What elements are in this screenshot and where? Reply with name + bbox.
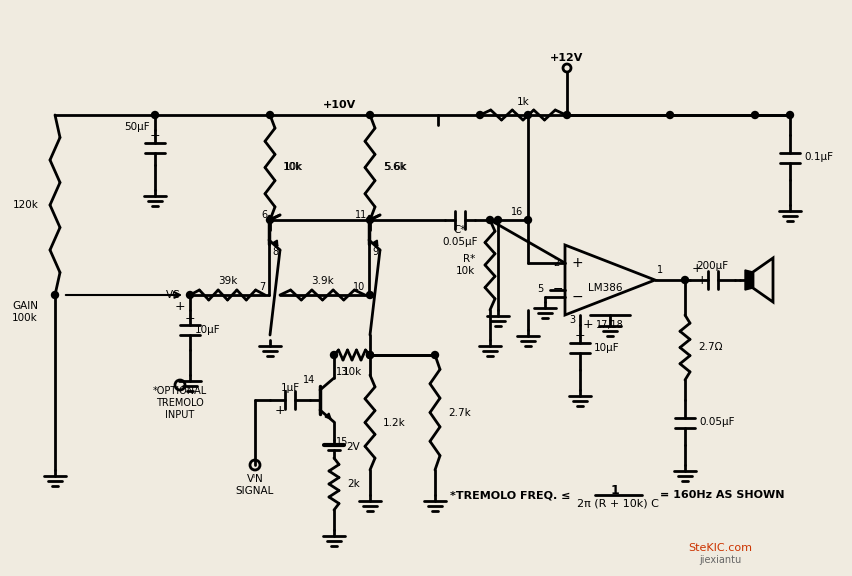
Circle shape — [366, 351, 373, 358]
Text: 5: 5 — [537, 284, 543, 294]
Circle shape — [786, 112, 793, 119]
Text: jiexiantu: jiexiantu — [699, 555, 741, 565]
Text: 16: 16 — [510, 207, 523, 217]
Circle shape — [431, 351, 439, 358]
Circle shape — [525, 112, 532, 119]
Text: −: − — [571, 290, 583, 304]
Text: 13: 13 — [336, 367, 348, 377]
Circle shape — [476, 112, 483, 119]
Text: VᴵN
SIGNAL: VᴵN SIGNAL — [236, 474, 274, 496]
Text: 0.05μF: 0.05μF — [699, 417, 734, 427]
Circle shape — [494, 217, 502, 223]
Text: 14: 14 — [302, 375, 315, 385]
Text: 1k: 1k — [516, 97, 529, 107]
Text: +: + — [696, 274, 707, 286]
Text: 10μF: 10μF — [195, 325, 221, 335]
Text: 9: 9 — [372, 247, 378, 257]
Text: 2k: 2k — [347, 479, 360, 489]
Circle shape — [187, 291, 193, 298]
Circle shape — [751, 112, 758, 119]
Text: 3.9k: 3.9k — [311, 276, 334, 286]
Text: 10μF: 10μF — [594, 343, 619, 353]
Text: 15: 15 — [336, 437, 348, 447]
Text: 0.1μF: 0.1μF — [804, 152, 833, 162]
Text: 50μF: 50μF — [124, 122, 150, 132]
Text: +10V: +10V — [324, 100, 357, 110]
Text: *OPTIONAL
TREMOLO
INPUT: *OPTIONAL TREMOLO INPUT — [153, 386, 207, 419]
Text: 2V: 2V — [346, 442, 360, 452]
Text: 8: 8 — [272, 247, 278, 257]
Circle shape — [366, 217, 373, 223]
Text: 5.6k: 5.6k — [383, 162, 406, 172]
Circle shape — [666, 112, 673, 119]
Text: 1.2k: 1.2k — [383, 418, 406, 427]
Text: VC: VC — [165, 290, 180, 300]
Text: −: − — [553, 282, 563, 295]
Text: 200μF: 200μF — [696, 261, 728, 271]
Text: +: + — [274, 404, 285, 416]
Text: 10k: 10k — [283, 162, 302, 172]
Circle shape — [267, 112, 273, 119]
Text: GAIN
100k: GAIN 100k — [12, 301, 38, 323]
Circle shape — [51, 291, 59, 298]
Text: +12V: +12V — [550, 53, 584, 63]
Text: C*
0.05μF: C* 0.05μF — [442, 225, 478, 247]
Text: 2: 2 — [553, 258, 559, 268]
Text: 5.6k: 5.6k — [384, 162, 406, 172]
Text: +: + — [150, 129, 160, 142]
Text: +: + — [692, 262, 702, 275]
Text: +: + — [571, 256, 583, 270]
Text: +: + — [575, 329, 585, 342]
Text: +: + — [175, 301, 185, 313]
Text: 1: 1 — [657, 265, 663, 275]
Text: R*
10k: R* 10k — [456, 254, 475, 276]
Circle shape — [366, 112, 373, 119]
Text: = 160Hz AS SHOWN: = 160Hz AS SHOWN — [660, 490, 785, 500]
Circle shape — [331, 351, 337, 358]
Circle shape — [563, 112, 571, 119]
Circle shape — [525, 217, 532, 223]
Circle shape — [486, 217, 493, 223]
Text: 17,18: 17,18 — [596, 320, 624, 330]
Text: 10k: 10k — [343, 367, 361, 377]
Text: 39k: 39k — [218, 276, 237, 286]
Circle shape — [152, 112, 158, 119]
Text: 7: 7 — [259, 282, 265, 292]
Text: 120k: 120k — [13, 200, 39, 210]
Text: StеKIC.com: StеKIC.com — [688, 543, 752, 553]
Text: 6: 6 — [261, 210, 267, 220]
Circle shape — [366, 291, 373, 298]
Text: +: + — [583, 319, 593, 332]
Text: 2π (R + 10k) C: 2π (R + 10k) C — [577, 498, 659, 508]
Circle shape — [682, 276, 688, 283]
Text: 10: 10 — [353, 282, 365, 292]
Text: 11: 11 — [354, 210, 367, 220]
Text: +: + — [185, 312, 195, 324]
Circle shape — [366, 351, 373, 358]
Text: LM386: LM386 — [588, 283, 622, 293]
Text: 2.7Ω: 2.7Ω — [698, 343, 722, 353]
Text: 2.7k: 2.7k — [448, 407, 471, 418]
Text: 10k: 10k — [284, 162, 303, 172]
Text: 1μF: 1μF — [280, 383, 300, 393]
Text: 3: 3 — [569, 315, 575, 325]
Circle shape — [267, 217, 273, 223]
Polygon shape — [745, 270, 753, 290]
Text: *TREMOLO FREQ. ≤: *TREMOLO FREQ. ≤ — [450, 490, 571, 500]
Text: 1: 1 — [611, 483, 619, 497]
